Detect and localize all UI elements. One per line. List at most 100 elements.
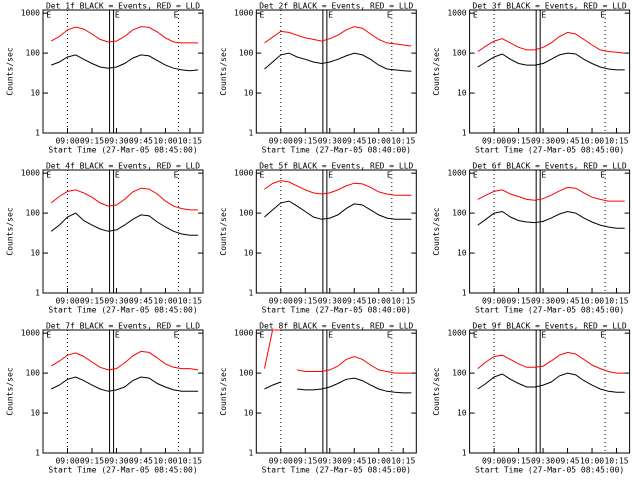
x-tick-label: 09:45	[556, 137, 580, 146]
y-tick-label: 1	[35, 449, 40, 458]
y-tick-label: 1000	[234, 9, 253, 18]
y-tick-label: 1	[248, 129, 253, 138]
series-line	[477, 351, 625, 374]
x-axis-label: Start Time (27-Mar-05 08:45:00)	[475, 146, 624, 155]
y-axis-label: Counts/sec	[6, 207, 15, 255]
x-tick-label: 09:00	[55, 137, 79, 146]
x-tick-label: 09:45	[129, 297, 153, 306]
x-tick-label: 10:15	[178, 137, 202, 146]
y-tick-label: 1	[462, 289, 467, 298]
panel: Det 8f BLACK = Events, RED = LLD Start Ti…	[219, 322, 417, 475]
y-tick-label: 1	[248, 289, 253, 298]
y-axis-label: Counts/sec	[219, 367, 228, 415]
series-line	[477, 372, 625, 393]
chart-title: Det 6f BLACK = Events, RED = LLD	[473, 162, 627, 171]
series-line	[50, 376, 199, 392]
series-line	[51, 54, 199, 72]
series-line	[50, 187, 199, 211]
x-tick-label: 10:15	[391, 457, 415, 466]
x-tick-label: 09:15	[293, 297, 317, 306]
annotation: E	[46, 331, 51, 340]
y-tick-label: 10	[244, 409, 254, 418]
x-tick-label: 10:15	[391, 137, 415, 146]
series-line	[264, 329, 412, 374]
series-line	[477, 52, 625, 71]
x-axis-label: Start Time (27-Mar-05 08:45:00)	[475, 306, 624, 315]
annotation: E	[387, 331, 392, 340]
y-tick-label: 10	[30, 89, 40, 98]
x-tick-label: 09:30	[104, 137, 128, 146]
x-tick-label: 10:15	[604, 297, 628, 306]
annotation: E	[387, 171, 392, 180]
y-tick-label: 1	[462, 449, 467, 458]
x-tick-label: 09:15	[293, 137, 317, 146]
x-tick-label: 09:00	[55, 457, 79, 466]
plot-frame	[255, 329, 417, 454]
x-tick-label: 09:45	[342, 457, 366, 466]
y-tick-label: 1	[35, 289, 40, 298]
annotation: E	[115, 331, 120, 340]
x-tick-label: 09:00	[482, 137, 506, 146]
x-tick-label: 09:45	[129, 137, 153, 146]
y-tick-label: 1	[462, 129, 467, 138]
x-tick-label: 09:00	[55, 297, 79, 306]
chart-title: Det 9f BLACK = Events, RED = LLD	[473, 322, 627, 331]
x-tick-label: 09:30	[318, 137, 342, 146]
y-tick-label: 1000	[21, 9, 40, 18]
y-tick-label: 1000	[447, 169, 466, 178]
series-line	[264, 52, 412, 72]
x-axis-label: Start Time (27-Mar-05 08:45:00)	[48, 146, 197, 155]
x-tick-label: 10:15	[604, 457, 628, 466]
panel: Det 4f BLACK = Events, RED = LLD Start Ti…	[6, 162, 204, 315]
x-tick-label: 09:15	[507, 457, 531, 466]
annotation: E	[473, 331, 478, 340]
x-tick-label: 09:30	[104, 457, 128, 466]
chart-title: Det 3f BLACK = Events, RED = LLD	[473, 2, 627, 11]
annotation: E	[473, 171, 478, 180]
annotation: E	[600, 171, 605, 180]
x-tick-label: 10:00	[367, 297, 391, 306]
x-tick-label: 09:15	[80, 297, 104, 306]
x-tick-label: 10:00	[580, 297, 604, 306]
annotation: E	[260, 171, 265, 180]
x-axis-label: Start Time (27-Mar-05 08:45:00)	[475, 466, 624, 475]
annotation: E	[328, 331, 333, 340]
annotation: E	[541, 331, 546, 340]
annotation: E	[46, 11, 51, 20]
x-tick-label: 09:00	[269, 297, 293, 306]
x-tick-label: 10:15	[178, 457, 202, 466]
x-tick-label: 09:15	[507, 137, 531, 146]
x-tick-label: 09:00	[269, 137, 293, 146]
y-tick-label: 10	[244, 249, 254, 258]
y-tick-label: 100	[239, 209, 254, 218]
x-tick-label: 09:15	[80, 137, 104, 146]
x-tick-label: 10:00	[367, 137, 391, 146]
y-axis-label: Counts/sec	[6, 367, 15, 415]
y-tick-label: 1000	[21, 169, 40, 178]
x-axis-label: Start Time (27-Mar-05 08:45:00)	[48, 466, 197, 475]
x-tick-label: 09:30	[318, 297, 342, 306]
y-axis-label: Counts/sec	[432, 207, 441, 255]
plot-frame	[469, 329, 631, 454]
chart-title: Det 1f BLACK = Events, RED = LLD	[46, 2, 200, 11]
annotation: E	[115, 11, 120, 20]
chart-title: Det 7f BLACK = Events, RED = LLD	[46, 322, 200, 331]
panel: Det 1f BLACK = Events, RED = LLD Start Ti…	[6, 2, 204, 155]
y-tick-label: 100	[452, 369, 467, 378]
x-axis-label: Start Time (27-Mar-05 08:45:00)	[262, 466, 411, 475]
annotation: E	[260, 11, 265, 20]
x-tick-label: 09:15	[80, 457, 104, 466]
x-axis-label: Start Time (27-Mar-05 08:45:00)	[48, 306, 197, 315]
series-line	[477, 31, 625, 54]
series-line	[50, 350, 199, 371]
y-tick-label: 1	[248, 449, 253, 458]
plot-frame	[42, 169, 204, 294]
y-tick-label: 10	[457, 249, 467, 258]
y-axis-label: Counts/sec	[219, 207, 228, 255]
annotation: E	[260, 331, 265, 340]
series-line	[264, 26, 412, 47]
panel: Det 7f BLACK = Events, RED = LLD Start Ti…	[6, 322, 204, 475]
panel: Det 3f BLACK = Events, RED = LLD Start Ti…	[432, 2, 631, 155]
y-tick-label: 1000	[234, 169, 253, 178]
